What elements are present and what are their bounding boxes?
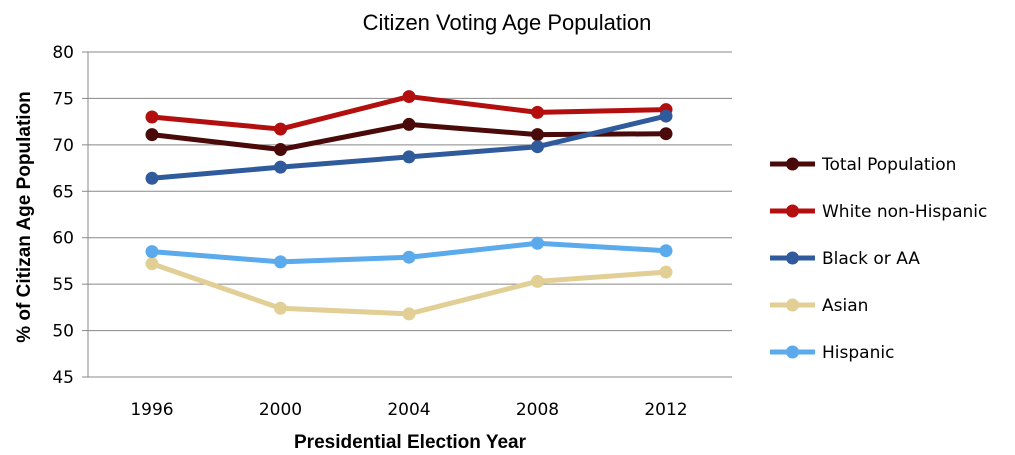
data-point	[274, 255, 287, 269]
series-line	[149, 261, 669, 317]
data-point	[531, 140, 544, 154]
legend-swatch-marker	[786, 345, 799, 359]
series-1	[145, 90, 673, 136]
gridlines	[82, 51, 732, 378]
legend-swatch-marker	[786, 157, 799, 171]
y-tick-label: 60	[52, 229, 74, 249]
x-tick-label: 1996	[130, 400, 173, 420]
data-point	[145, 110, 159, 124]
x-tick-labels: 1996 2000 2004 2008 2012	[130, 400, 687, 420]
data-point	[274, 143, 287, 156]
x-tick-label: 2000	[259, 400, 302, 420]
data-point	[274, 160, 287, 174]
y-tick-label: 50	[52, 322, 74, 342]
series-lines	[145, 90, 673, 321]
legend-swatch-marker	[786, 204, 799, 218]
y-tick-label: 55	[52, 275, 74, 295]
data-point	[659, 109, 673, 123]
series-3	[145, 257, 673, 321]
data-point	[145, 128, 159, 142]
legend-label: Asian	[822, 296, 868, 316]
data-point	[402, 117, 416, 131]
data-point	[531, 236, 544, 250]
x-tick-label: 2004	[387, 400, 430, 420]
data-point	[402, 150, 416, 164]
data-point	[659, 265, 673, 279]
data-point	[659, 127, 673, 141]
y-tick-label: 65	[52, 182, 74, 202]
y-tick-label: 80	[52, 43, 74, 63]
legend-item: Total Population	[770, 155, 956, 175]
y-tick-labels: 45 50 55 60 65 70 75 80	[52, 43, 74, 388]
data-point	[531, 128, 544, 142]
legend-item: Asian	[770, 296, 868, 316]
legend-label: Total Population	[821, 155, 956, 175]
x-tick-label: 2012	[644, 400, 687, 420]
legend-item: Black or AA	[770, 249, 920, 269]
y-tick-label: 75	[52, 89, 74, 109]
data-point	[145, 171, 159, 185]
legend-label: White non-Hispanic	[822, 202, 987, 222]
y-tick-label: 45	[52, 368, 74, 388]
x-tick-label: 2008	[516, 400, 559, 420]
data-point	[274, 301, 287, 315]
data-point	[402, 250, 416, 264]
x-axis-title: Presidential Election Year	[294, 432, 527, 453]
legend-swatch-marker	[786, 251, 799, 265]
chart-title: Citizen Voting Age Population	[363, 10, 652, 35]
y-axis-title: % of Citizan Age Population	[14, 91, 35, 343]
data-point	[659, 244, 673, 258]
legend-label: Black or AA	[822, 249, 920, 269]
data-point	[145, 245, 159, 259]
data-point	[531, 105, 544, 119]
data-point	[531, 274, 544, 288]
legend-swatch-marker	[786, 298, 799, 312]
legend-item: Hispanic	[770, 343, 894, 363]
y-tick-label: 70	[52, 136, 74, 156]
data-point	[402, 307, 416, 321]
legend-item: White non-Hispanic	[770, 202, 987, 222]
series-4	[145, 236, 673, 269]
data-point	[402, 90, 416, 104]
series-2	[145, 109, 673, 185]
legend: Total Population White non-Hispanic Black …	[770, 155, 987, 363]
legend-label: Hispanic	[822, 343, 894, 363]
data-point	[145, 257, 159, 271]
data-point	[274, 122, 287, 136]
